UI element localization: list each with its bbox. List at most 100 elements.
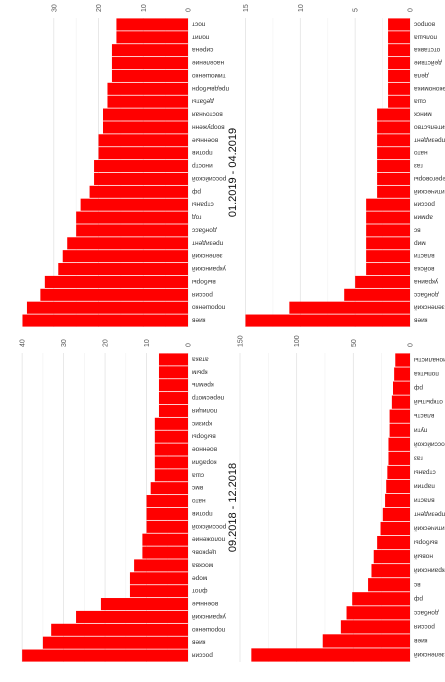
bar (22, 649, 188, 662)
category-label: киев (413, 637, 427, 644)
bar (366, 237, 410, 250)
category-label: зеленский (414, 304, 445, 312)
category-label: вс (413, 226, 420, 233)
bar (154, 417, 188, 430)
bar (395, 353, 410, 367)
category-label: киев (191, 639, 205, 646)
category-label: москва (192, 561, 214, 568)
bar (129, 585, 188, 598)
category-label: переговоры (414, 175, 445, 182)
bar (366, 198, 410, 211)
bar (98, 147, 188, 160)
bar (322, 634, 410, 648)
bar (40, 288, 188, 301)
category-label: выборы (414, 539, 438, 547)
category-label: попытка (414, 370, 439, 377)
y-tick-label: 40 (20, 339, 27, 347)
bar (146, 495, 189, 508)
bar (386, 479, 410, 494)
category-label: страны (192, 201, 214, 208)
category-label: кризис (191, 420, 212, 427)
category-label: газ (414, 454, 423, 461)
bar (129, 572, 188, 585)
bar (377, 134, 410, 147)
category-label: против (191, 510, 212, 517)
category-label: пути (414, 426, 428, 433)
category-label: зеленский (414, 651, 445, 659)
y-tick-label: 10 (298, 4, 305, 12)
bar (44, 275, 189, 288)
bar (103, 121, 188, 134)
bar (388, 18, 410, 31)
category-label: выборы (192, 433, 216, 441)
bar (26, 301, 188, 314)
bar (100, 598, 188, 611)
category-label: президент (192, 239, 223, 246)
category-label: население (192, 59, 224, 66)
category-label: президент (414, 136, 445, 143)
bar (158, 366, 189, 379)
bar (394, 367, 410, 381)
category-label: полит (192, 33, 209, 40)
category-label: кремль (191, 381, 213, 388)
bar (111, 69, 188, 82)
bar (388, 95, 410, 108)
y-tick-label: 30 (51, 4, 58, 12)
y-tick-label: 0 (186, 343, 193, 347)
bar (154, 456, 188, 469)
y-tick-label: 0 (186, 8, 193, 12)
bar (393, 381, 410, 395)
y-tick-label: 0 (408, 343, 415, 347)
bar (107, 95, 188, 108)
bar (146, 520, 189, 533)
category-label: действие (414, 59, 442, 67)
bar (158, 379, 189, 392)
bar (382, 507, 411, 522)
bar (76, 211, 188, 224)
chart-panel-1: 0 5 10 15 киев зеленский донбасс украина войска в… (243, 4, 445, 327)
category-label: положение (192, 536, 226, 543)
bar (62, 250, 189, 263)
bar (158, 353, 189, 366)
category-label: президент (414, 511, 445, 518)
bar (80, 198, 188, 211)
category-label: рф (413, 384, 423, 391)
bar (107, 82, 188, 95)
bar (377, 172, 410, 185)
category-label: политический (414, 188, 445, 196)
bar (42, 636, 188, 649)
category-label: восточная (192, 111, 223, 118)
panel-title: 09.2018 - 12.2018 (227, 463, 239, 552)
category-label: открытый (414, 398, 443, 406)
category-label: порошенко (192, 304, 226, 311)
y-tick-label: 20 (96, 4, 103, 12)
bar (352, 592, 410, 606)
bar (388, 31, 410, 44)
category-label: вмс (191, 484, 203, 491)
bar (98, 134, 188, 147)
y-tick-label: 0 (408, 8, 415, 12)
category-label: вопрос (413, 20, 435, 27)
category-label: отставка (414, 46, 441, 53)
category-label: море (192, 574, 208, 581)
category-label: полиция (192, 407, 218, 414)
bar (340, 620, 410, 634)
bar (116, 31, 188, 44)
y-tick-label: 15 (243, 4, 250, 12)
bar (385, 493, 410, 508)
category-label: мир (414, 239, 426, 246)
bar (150, 482, 188, 495)
category-label: россия (414, 623, 435, 630)
y-tick-label: 5 (353, 8, 360, 12)
category-label: вс (413, 581, 420, 588)
category-label: польша (414, 33, 437, 40)
bar (389, 409, 411, 423)
category-label: сша (192, 471, 204, 478)
bar (251, 648, 411, 662)
category-label: газ (414, 162, 423, 169)
bar (391, 395, 411, 409)
bar (146, 507, 189, 520)
category-label: киев (191, 317, 205, 324)
bar (142, 546, 188, 559)
bar (388, 82, 410, 95)
